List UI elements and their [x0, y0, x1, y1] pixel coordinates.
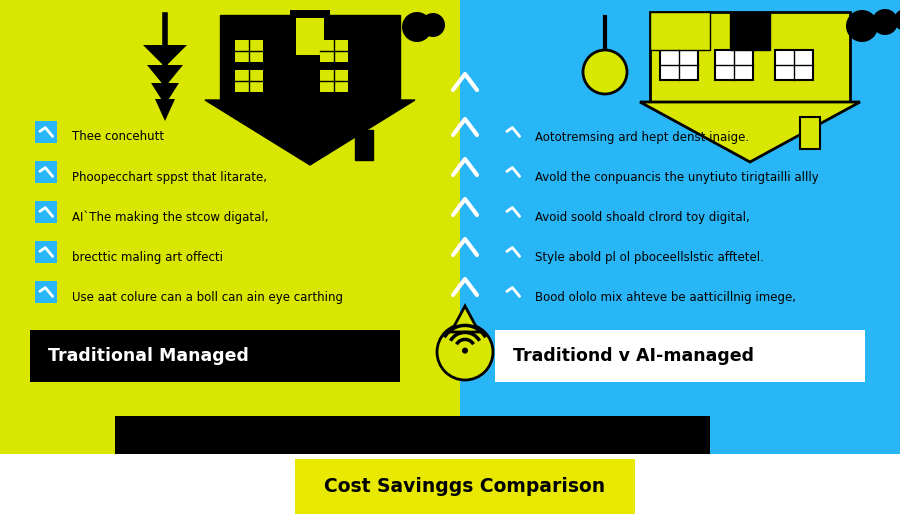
Text: AI`The making the stcow digatal,: AI`The making the stcow digatal, [72, 210, 268, 224]
Polygon shape [143, 45, 187, 67]
Text: Cost Savinggs Comparison: Cost Savinggs Comparison [324, 477, 606, 496]
Bar [650, 12, 850, 102]
Circle shape [872, 9, 898, 35]
Bar [0, 454, 900, 514]
Bar [495, 330, 865, 382]
Polygon shape [151, 83, 179, 105]
Circle shape [421, 13, 445, 37]
Bar [115, 416, 710, 454]
Circle shape [894, 9, 900, 31]
Text: Aototremsing ard hept denst inaige.: Aototremsing ard hept denst inaige. [535, 131, 749, 143]
Bar [35, 281, 57, 303]
Bar [730, 12, 770, 50]
Circle shape [437, 324, 493, 380]
Bar [35, 241, 57, 263]
Text: Avoid soold shoald clrord toy digital,: Avoid soold shoald clrord toy digital, [535, 211, 750, 224]
Bar [660, 50, 698, 80]
Bar [35, 121, 57, 143]
Text: brecttic maling art offecti: brecttic maling art offecti [72, 250, 223, 264]
Bar [355, 130, 373, 160]
Text: Use aat colure can a boll can ain eye carthing: Use aat colure can a boll can ain eye ca… [72, 290, 343, 303]
Bar [502, 241, 524, 263]
Text: Phoopecchart sppst that litarate,: Phoopecchart sppst that litarate, [72, 171, 267, 183]
Text: Traditiond v AI-managed: Traditiond v AI-managed [513, 347, 754, 365]
Bar [0, 0, 460, 454]
Bar [296, 15, 324, 55]
Bar [650, 12, 710, 50]
Polygon shape [205, 100, 415, 165]
Bar [775, 50, 813, 80]
Polygon shape [147, 65, 183, 87]
Bar [30, 330, 400, 382]
Circle shape [462, 347, 468, 354]
Bar [502, 121, 524, 143]
Polygon shape [451, 306, 479, 332]
Bar [320, 70, 348, 92]
Circle shape [846, 10, 878, 42]
Bar [460, 0, 900, 454]
Bar [220, 15, 400, 100]
Polygon shape [640, 102, 860, 162]
Text: Thee concehutt: Thee concehutt [72, 131, 164, 143]
Bar [715, 50, 753, 80]
Bar [35, 201, 57, 223]
Bar [290, 10, 330, 18]
Polygon shape [155, 99, 175, 121]
Circle shape [402, 12, 432, 42]
Bar [502, 161, 524, 183]
Bar [502, 201, 524, 223]
Bar [320, 40, 348, 62]
Text: Avold the conpuancis the unytiuto tirigtailli allly: Avold the conpuancis the unytiuto tirigt… [535, 171, 819, 183]
Bar [235, 70, 263, 92]
Bar [800, 117, 820, 149]
Circle shape [583, 50, 627, 94]
Text: Style abold pl ol pboceellslstic afftetel.: Style abold pl ol pboceellslstic afftete… [535, 250, 764, 264]
Bar [502, 281, 524, 303]
Bar [35, 161, 57, 183]
Text: Bood ololo mix ahteve be aatticillnig imege,: Bood ololo mix ahteve be aatticillnig im… [535, 290, 796, 303]
Text: Traditional Managed: Traditional Managed [48, 347, 249, 365]
Bar [295, 459, 635, 514]
Bar [235, 40, 263, 62]
